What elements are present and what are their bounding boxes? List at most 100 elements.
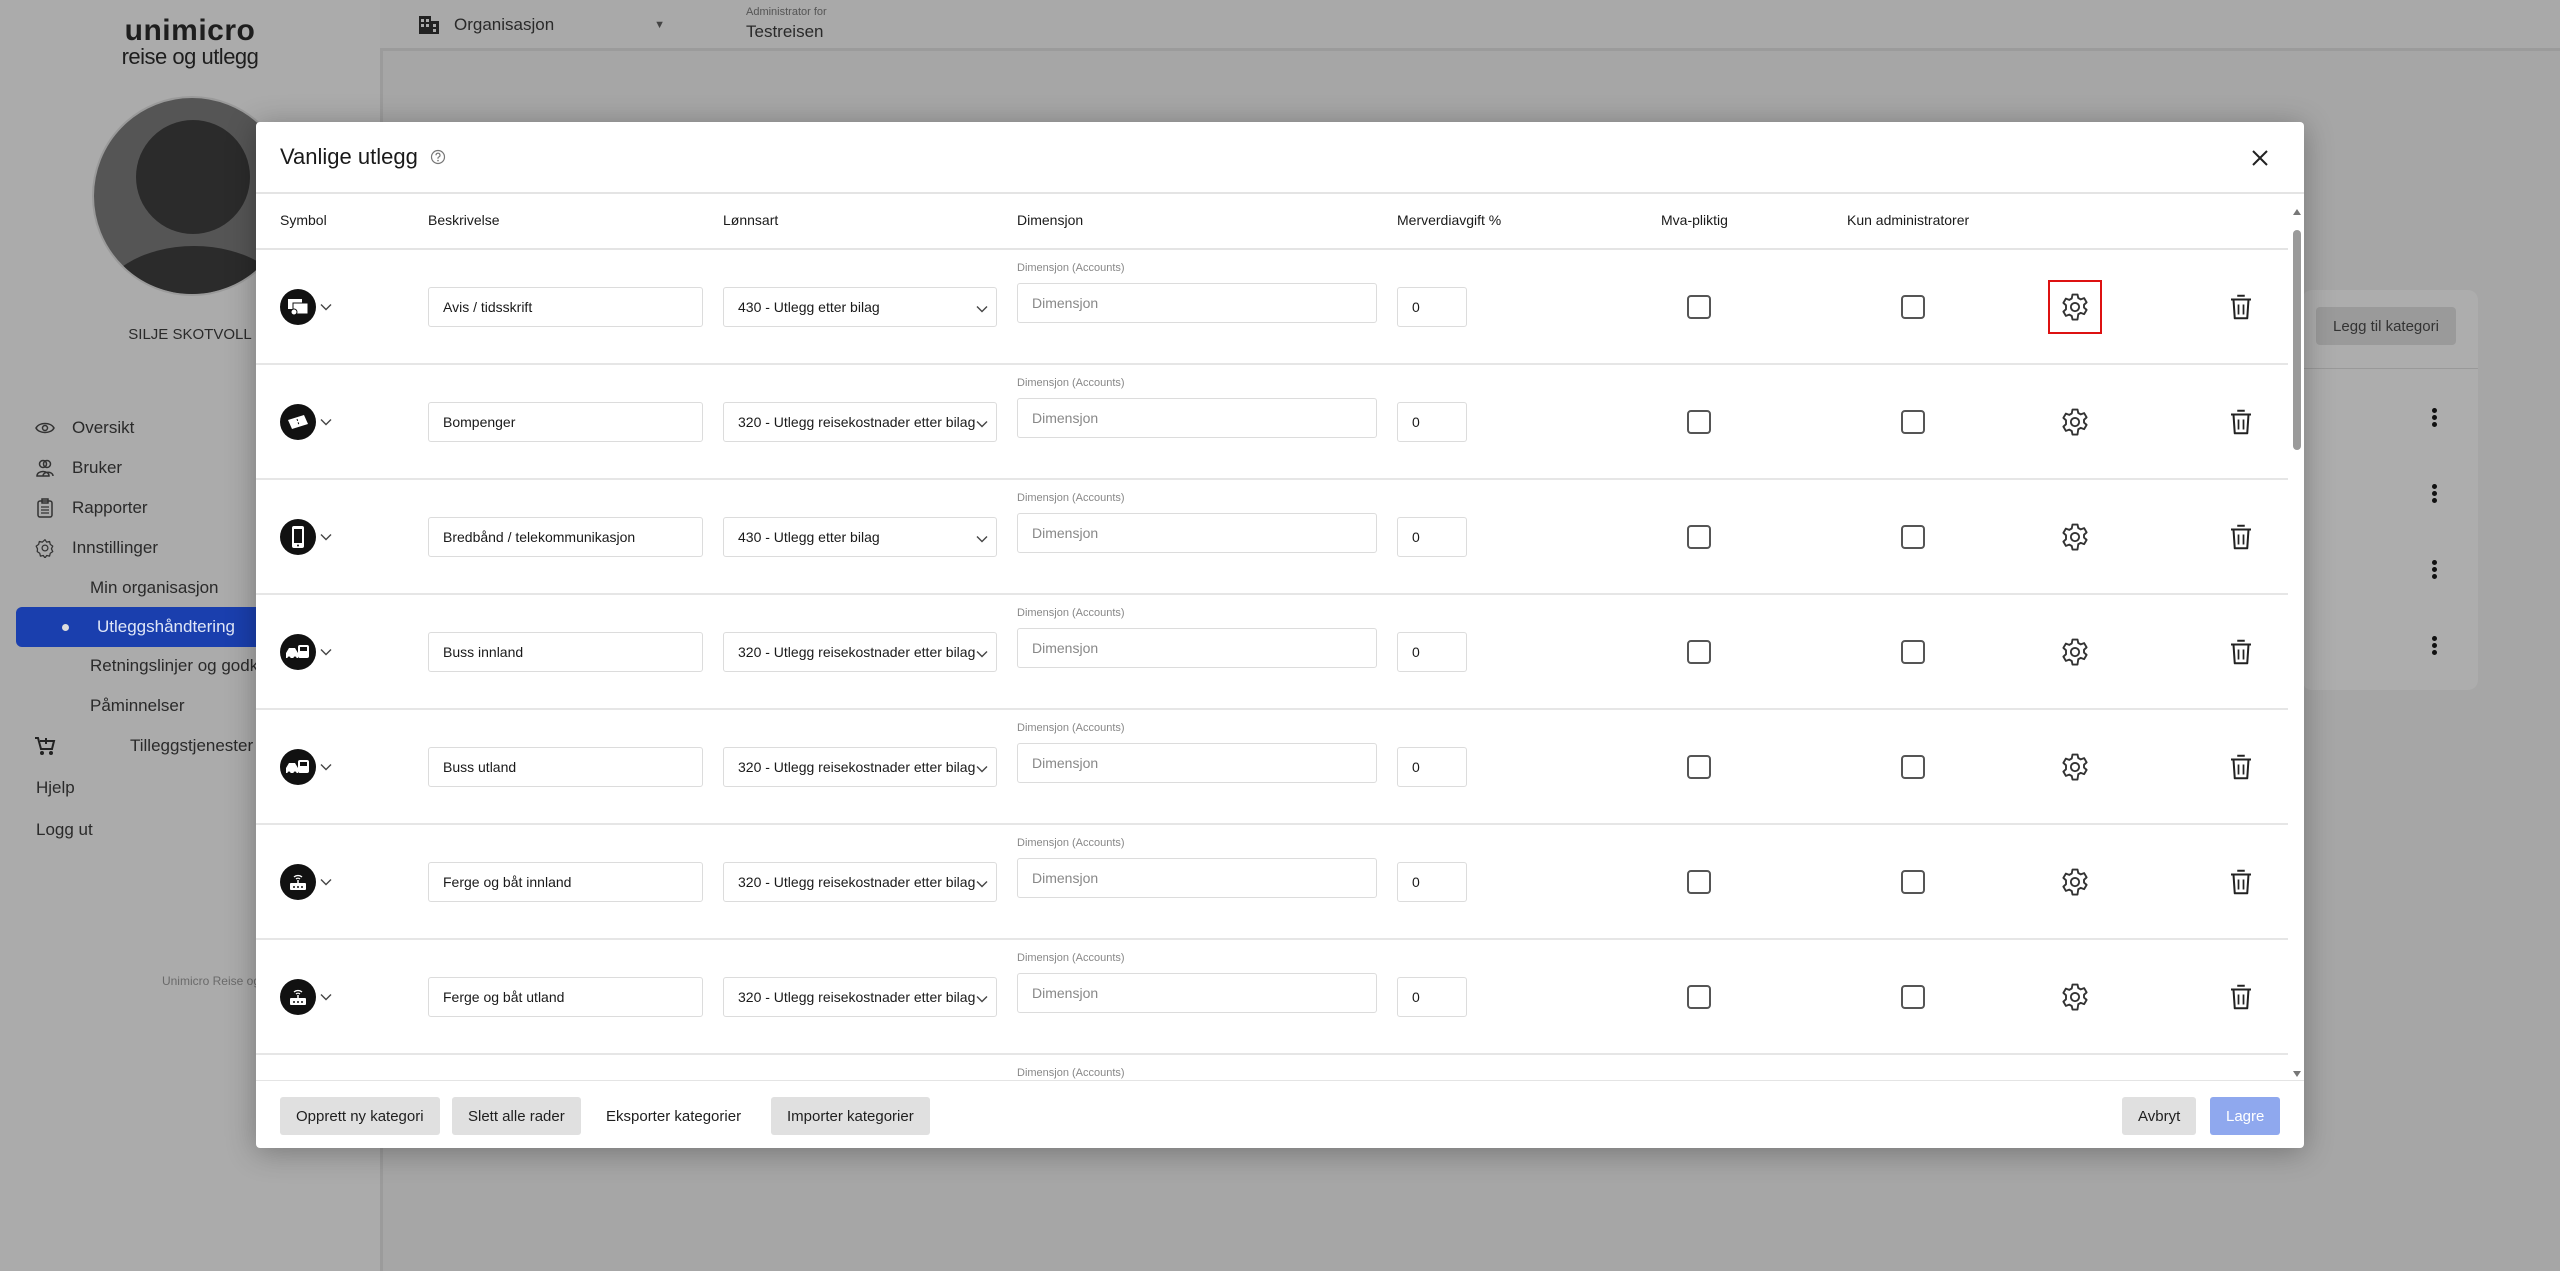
vat-liable-checkbox[interactable]	[1687, 985, 1711, 1009]
column-header: Beskrivelse	[428, 212, 500, 228]
sidebar-item-hjelp[interactable]: Hjelp	[0, 770, 380, 806]
trash-icon[interactable]	[2226, 522, 2256, 552]
wage-type-select[interactable]: 320 - Utlegg reisekostnader etter bilag	[723, 747, 997, 787]
table-row: Bompenger 320 - Utlegg reisekostnader ett…	[256, 365, 2288, 480]
admin-only-checkbox[interactable]	[1901, 640, 1925, 664]
admin-only-checkbox[interactable]	[1901, 410, 1925, 434]
description-input[interactable]: Buss utland	[428, 747, 703, 787]
organization-selector[interactable]: Organisasjon ▼	[418, 14, 665, 36]
more-icon[interactable]	[2432, 560, 2438, 581]
admin-only-checkbox[interactable]	[1901, 525, 1925, 549]
admin-only-checkbox[interactable]	[1901, 870, 1925, 894]
wage-type-select[interactable]: 430 - Utlegg etter bilag	[723, 517, 997, 557]
vat-liable-checkbox[interactable]	[1687, 755, 1711, 779]
wage-type-select[interactable]: 320 - Utlegg reisekostnader etter bilag	[723, 632, 997, 672]
scroll-up-icon[interactable]	[2293, 208, 2301, 216]
settings-gear-icon[interactable]	[2060, 522, 2090, 552]
dimension-input[interactable]: Dimensjon	[1017, 513, 1377, 553]
table-row: Buss utland 320 - Utlegg reisekostnader e…	[256, 710, 2288, 825]
add-category-button[interactable]: Legg til kategori	[2316, 307, 2456, 345]
sidebar-item-innstillinger[interactable]: Innstillinger	[0, 530, 380, 566]
vat-liable-checkbox[interactable]	[1687, 640, 1711, 664]
sidebar-item-label: Logg ut	[36, 820, 93, 839]
symbol-picker[interactable]	[280, 864, 332, 900]
settings-gear-icon[interactable]	[2060, 982, 2090, 1012]
more-icon[interactable]	[2432, 408, 2438, 429]
admin-only-checkbox[interactable]	[1901, 755, 1925, 779]
dimension-label: Dimensjon (Accounts)	[1017, 722, 1125, 734]
dimension-input[interactable]: Dimensjon	[1017, 973, 1377, 1013]
trash-icon[interactable]	[2226, 637, 2256, 667]
dimension-input[interactable]: Dimensjon	[1017, 858, 1377, 898]
scroll-down-icon[interactable]	[2293, 1070, 2301, 1078]
help-icon[interactable]	[430, 149, 446, 165]
sidebar-item-tilleggstjenester[interactable]: Tilleggstjenester	[0, 728, 380, 764]
settings-gear-icon[interactable]	[2060, 752, 2090, 782]
import-categories-button[interactable]: Importer kategorier	[771, 1097, 930, 1135]
caret-down-icon: ▼	[654, 19, 666, 31]
symbol-picker[interactable]	[280, 519, 332, 555]
vat-liable-checkbox[interactable]	[1687, 410, 1711, 434]
trash-icon[interactable]	[2226, 292, 2256, 322]
wage-type-select[interactable]: 320 - Utlegg reisekostnader etter bilag	[723, 402, 997, 442]
symbol-picker[interactable]	[280, 404, 332, 440]
vat-percent-input[interactable]: 0	[1397, 402, 1467, 442]
symbol-picker[interactable]	[280, 289, 332, 325]
sidebar-item-min-organisasjon[interactable]: Min organisasjon	[0, 570, 380, 606]
description-input[interactable]: Avis / tidsskrift	[428, 287, 703, 327]
settings-gear-icon[interactable]	[2060, 637, 2090, 667]
scrollbar[interactable]	[2292, 208, 2302, 1078]
vat-liable-checkbox[interactable]	[1687, 295, 1711, 319]
chevron-down-icon	[976, 760, 988, 776]
trash-icon[interactable]	[2226, 752, 2256, 782]
sidebar-item-bruker[interactable]: Bruker	[0, 450, 380, 486]
logo: unimicro	[124, 14, 256, 47]
description-input[interactable]: Ferge og båt innland	[428, 862, 703, 902]
vat-percent-input[interactable]: 0	[1397, 632, 1467, 672]
create-category-button[interactable]: Opprett ny kategori	[280, 1097, 440, 1135]
column-header: Lønnsart	[723, 212, 779, 228]
admin-only-checkbox[interactable]	[1901, 985, 1925, 1009]
description-input[interactable]: Ferge og båt utland	[428, 977, 703, 1017]
description-input[interactable]: Bredbånd / telekommunikasjon	[428, 517, 703, 557]
dimension-input[interactable]: Dimensjon	[1017, 743, 1377, 783]
wage-type-select[interactable]: 430 - Utlegg etter bilag	[723, 287, 997, 327]
settings-gear-icon[interactable]	[2060, 407, 2090, 437]
close-icon[interactable]	[2246, 144, 2274, 172]
settings-gear-icon[interactable]	[2060, 867, 2090, 897]
trash-icon[interactable]	[2226, 867, 2256, 897]
sidebar-item-rapporter[interactable]: Rapporter	[0, 490, 380, 526]
wage-type-select[interactable]: 320 - Utlegg reisekostnader etter bilag	[723, 977, 997, 1017]
description-input[interactable]: Buss innland	[428, 632, 703, 672]
dimension-input[interactable]: Dimensjon	[1017, 398, 1377, 438]
symbol-picker[interactable]	[280, 749, 332, 785]
trash-icon[interactable]	[2226, 407, 2256, 437]
vat-percent-input[interactable]: 0	[1397, 287, 1467, 327]
sidebar-item-logg-ut[interactable]: Logg ut	[0, 812, 380, 848]
dimension-input[interactable]: Dimensjon	[1017, 283, 1377, 323]
symbol-picker[interactable]	[280, 634, 332, 670]
save-button[interactable]: Lagre	[2210, 1097, 2281, 1135]
dimension-label: Dimensjon (Accounts)	[1017, 492, 1125, 504]
sidebar-item-oversikt[interactable]: Oversikt	[0, 410, 380, 446]
vat-percent-input[interactable]: 0	[1397, 977, 1467, 1017]
trash-icon[interactable]	[2226, 982, 2256, 1012]
export-categories-button[interactable]: Eksporter kategorier	[606, 1107, 742, 1125]
description-input[interactable]: Bompenger	[428, 402, 703, 442]
more-icon[interactable]	[2432, 636, 2438, 657]
settings-gear-icon[interactable]	[2048, 280, 2102, 334]
dimension-input[interactable]: Dimensjon	[1017, 628, 1377, 668]
cancel-button[interactable]: Avbryt	[2122, 1097, 2197, 1135]
column-header: Mva-pliktig	[1661, 212, 1728, 228]
more-icon[interactable]	[2432, 484, 2438, 505]
vat-liable-checkbox[interactable]	[1687, 870, 1711, 894]
vat-percent-input[interactable]: 0	[1397, 862, 1467, 902]
vat-percent-input[interactable]: 0	[1397, 747, 1467, 787]
wage-type-select[interactable]: 320 - Utlegg reisekostnader etter bilag	[723, 862, 997, 902]
delete-all-rows-button[interactable]: Slett alle rader	[452, 1097, 581, 1135]
symbol-picker[interactable]	[280, 979, 332, 1015]
admin-only-checkbox[interactable]	[1901, 295, 1925, 319]
vat-liable-checkbox[interactable]	[1687, 525, 1711, 549]
vat-percent-input[interactable]: 0	[1397, 517, 1467, 557]
sidebar-item-påminnelser[interactable]: Påminnelser	[0, 688, 380, 724]
